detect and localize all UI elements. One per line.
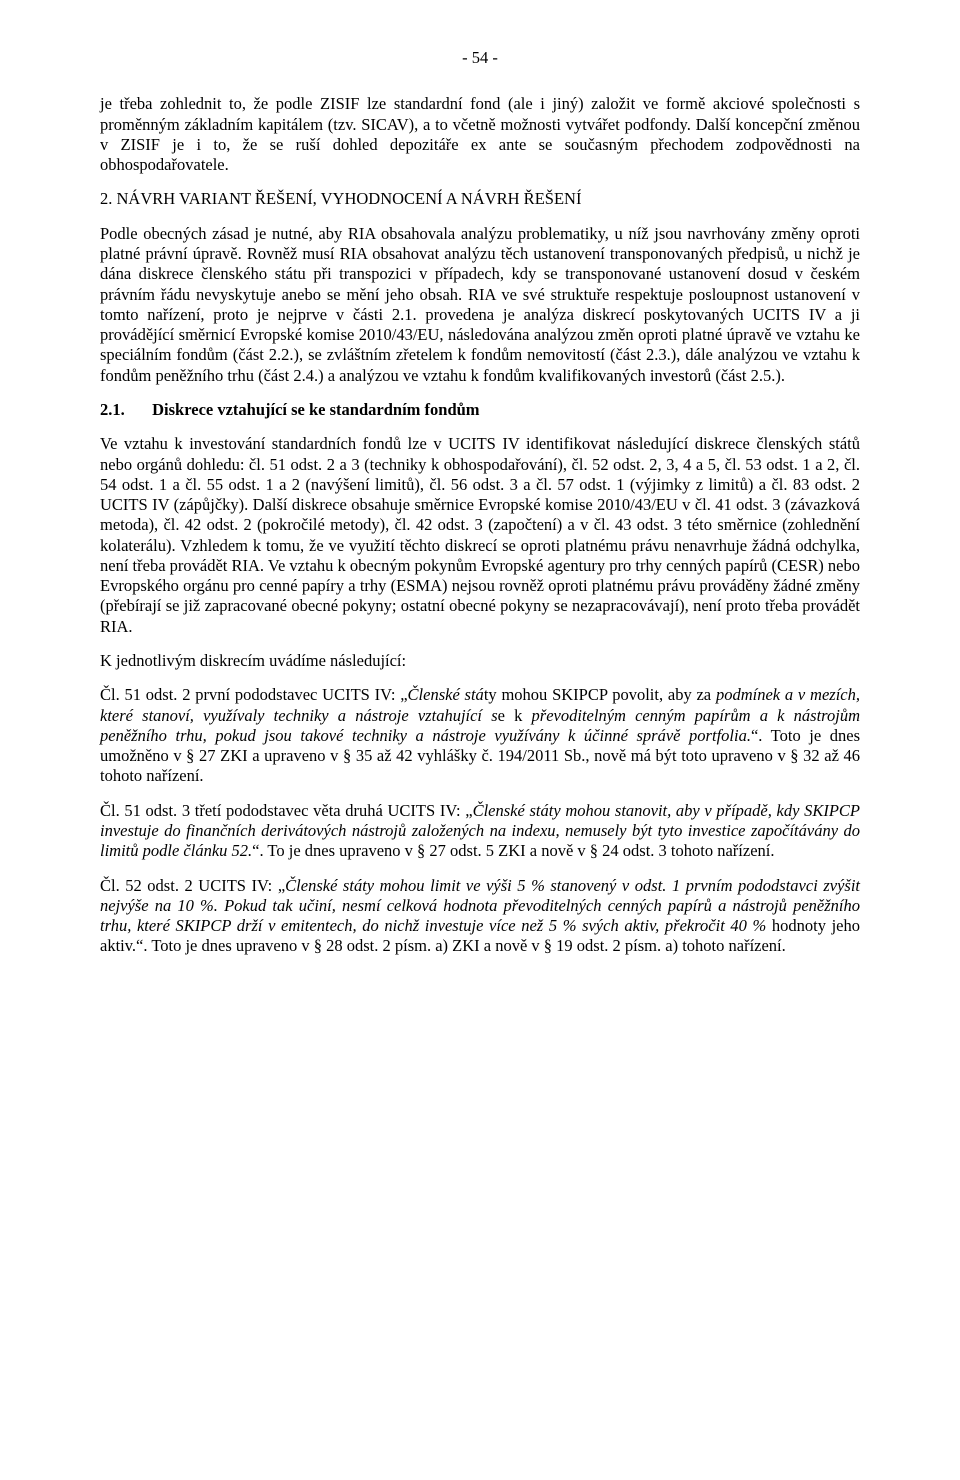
section-2-1-num: 2.1. [100,400,148,420]
page: - 54 - je třeba zohlednit to, že podle Z… [0,0,960,1480]
cl-51-2-mid2: e k [498,706,532,725]
section-2-title: 2. NÁVRH VARIANT ŘEŠENÍ, VYHODNOCENÍ A N… [100,189,860,209]
top-paragraph: je třeba zohlednit to, že podle ZISIF lz… [100,94,860,175]
section-2-num: 2. [100,189,112,209]
cl-51-2-mid1: ty mohou SKIPCP povolit, aby za [484,685,716,704]
section-2-text: NÁVRH VARIANT ŘEŠENÍ, VYHODNOCENÍ A NÁVR… [117,189,582,208]
section-2-paragraph: Podle obecných zásad je nutné, aby RIA o… [100,224,860,386]
cl-51-3-post: “. To je dnes upraveno v § 27 odst. 5 ZK… [252,841,774,860]
cl-51-3-pre: Čl. 51 odst. 3 třetí pododstavec věta dr… [100,801,473,820]
section-2-1-text: Diskrece vztahující se ke standardním fo… [152,400,479,419]
cl-51-2-pre: Čl. 51 odst. 2 první pododstavec UCITS I… [100,685,408,704]
cl-51-2-paragraph: Čl. 51 odst. 2 první pododstavec UCITS I… [100,685,860,786]
cl-52-2-paragraph: Čl. 52 odst. 2 UCITS IV: „Členské státy … [100,876,860,957]
page-number: - 54 - [100,48,860,68]
section-2-1-title: 2.1. Diskrece vztahující se ke standardn… [100,400,860,420]
cl-51-3-paragraph: Čl. 51 odst. 3 třetí pododstavec věta dr… [100,801,860,862]
section-2-1-paragraph: Ve vztahu k investování standardních fon… [100,434,860,637]
cl-52-2-pre: Čl. 52 odst. 2 UCITS IV: „ [100,876,285,895]
discretion-intro: K jednotlivým diskrecím uvádíme následuj… [100,651,860,671]
cl-51-2-italic1: Členské stá [408,685,484,704]
